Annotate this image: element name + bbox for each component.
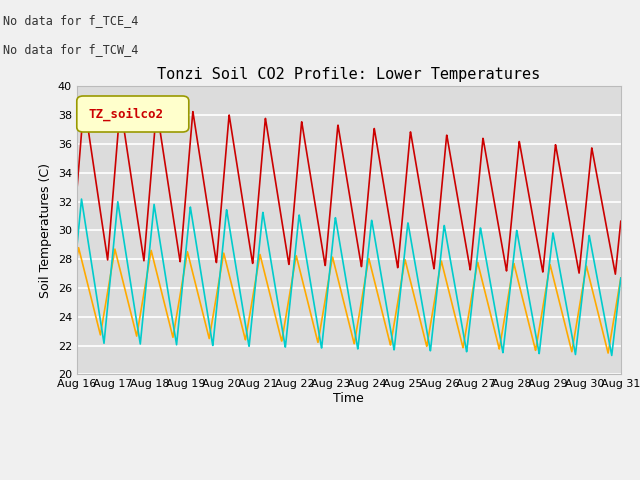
Tree2 -8cm [282, 342, 289, 348]
Open -8cm [548, 180, 556, 186]
Line: Open -8cm: Open -8cm [77, 101, 621, 274]
Tree -8cm [604, 350, 612, 356]
Text: No data for f_TCW_4: No data for f_TCW_4 [3, 43, 139, 56]
Tree -8cm [282, 315, 289, 321]
Open -8cm [168, 202, 175, 207]
Tree2 -8cm [168, 310, 175, 315]
Title: Tonzi Soil CO2 Profile: Lower Temperatures: Tonzi Soil CO2 Profile: Lower Temperatur… [157, 68, 540, 83]
Tree2 -8cm [608, 353, 616, 359]
Text: TZ_soilco2: TZ_soilco2 [88, 108, 163, 120]
Tree2 -8cm [73, 245, 81, 251]
Tree2 -8cm [607, 345, 614, 351]
Tree -8cm [75, 245, 83, 251]
Line: Tree2 -8cm: Tree2 -8cm [77, 199, 621, 356]
Tree2 -8cm [548, 241, 556, 247]
Y-axis label: Soil Temperatures (C): Soil Temperatures (C) [39, 163, 52, 298]
Tree -8cm [73, 255, 81, 261]
Open -8cm [305, 165, 313, 171]
Tree -8cm [607, 336, 614, 342]
Tree2 -8cm [77, 196, 85, 202]
Text: No data for f_TCE_4: No data for f_TCE_4 [3, 14, 139, 27]
Tree -8cm [168, 328, 175, 334]
Tree -8cm [548, 268, 556, 274]
Open -8cm [80, 98, 88, 104]
Tree2 -8cm [305, 272, 313, 277]
Open -8cm [611, 271, 619, 277]
Open -8cm [135, 226, 143, 232]
Open -8cm [607, 244, 614, 250]
Tree2 -8cm [617, 275, 625, 281]
Tree2 -8cm [135, 334, 143, 339]
Open -8cm [73, 189, 81, 194]
Tree -8cm [305, 304, 313, 310]
Line: Tree -8cm: Tree -8cm [77, 248, 621, 353]
Tree -8cm [617, 275, 625, 281]
Open -8cm [282, 241, 289, 247]
Tree -8cm [135, 319, 143, 325]
Open -8cm [617, 218, 625, 224]
X-axis label: Time: Time [333, 392, 364, 405]
